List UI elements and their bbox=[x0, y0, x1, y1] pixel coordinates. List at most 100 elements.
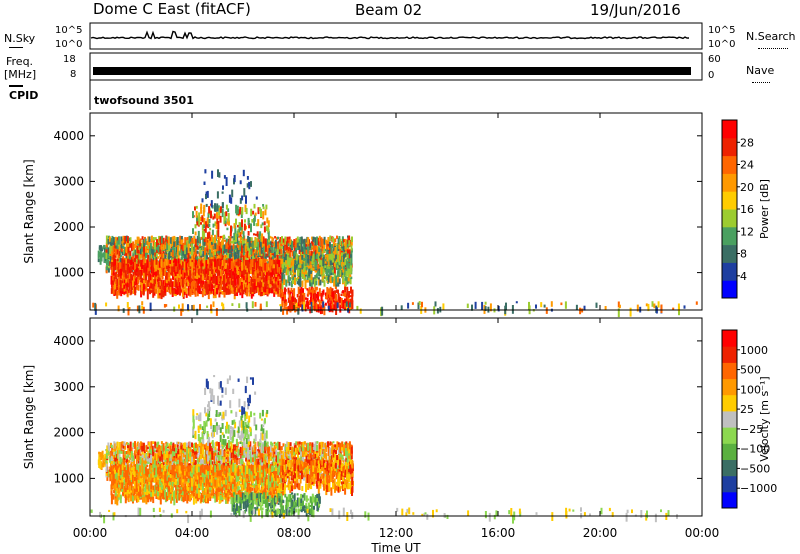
power-cell bbox=[121, 261, 124, 269]
power-cell bbox=[114, 241, 117, 249]
power-cell bbox=[350, 298, 352, 305]
power-cell bbox=[316, 236, 318, 246]
power-cell bbox=[254, 302, 257, 307]
power-cell bbox=[301, 304, 304, 312]
power-cell bbox=[245, 225, 247, 230]
velocity-cell bbox=[125, 462, 127, 467]
power-cell bbox=[175, 244, 178, 253]
velocity-cell bbox=[177, 447, 180, 455]
power-cell bbox=[207, 212, 210, 218]
power-cell bbox=[320, 237, 323, 246]
power-cell bbox=[113, 252, 115, 261]
power-cell bbox=[305, 279, 308, 283]
velocity-cell bbox=[246, 450, 249, 460]
power-cell bbox=[200, 259, 203, 264]
power-cell bbox=[300, 236, 303, 245]
power-cell bbox=[229, 231, 232, 237]
power-cell bbox=[199, 251, 202, 256]
power-cell bbox=[550, 301, 553, 307]
power-cell bbox=[322, 301, 325, 308]
velocity-cell bbox=[235, 456, 238, 465]
power-cell bbox=[237, 286, 240, 293]
power-cell bbox=[231, 189, 234, 198]
velocity-cell bbox=[241, 461, 244, 470]
power-cell bbox=[134, 270, 137, 275]
power-cell bbox=[100, 253, 103, 262]
power-cell bbox=[202, 269, 205, 274]
power-cell bbox=[224, 275, 227, 283]
power-cell bbox=[196, 217, 199, 226]
power-cell bbox=[196, 289, 199, 297]
power-cell bbox=[185, 255, 188, 261]
velocity-cell bbox=[191, 442, 193, 448]
power-cell bbox=[223, 175, 226, 179]
power-cell bbox=[167, 269, 169, 272]
power-cell bbox=[144, 260, 147, 263]
power-cell bbox=[331, 288, 334, 292]
power-cell bbox=[189, 258, 192, 267]
velocity-cell bbox=[225, 456, 228, 462]
power-cell bbox=[310, 264, 313, 269]
power-cell bbox=[198, 274, 201, 278]
power-cell bbox=[205, 281, 208, 285]
nsky-underline bbox=[9, 47, 23, 48]
velocity-cell bbox=[170, 441, 173, 446]
power-cell bbox=[242, 251, 245, 256]
power-cell bbox=[180, 288, 183, 292]
power-cell bbox=[346, 288, 349, 297]
power-cell bbox=[110, 275, 113, 285]
power-cell bbox=[269, 269, 272, 276]
power-cell bbox=[263, 242, 265, 247]
power-cell bbox=[101, 247, 104, 252]
velocity-cell bbox=[239, 446, 242, 454]
velocity-cell bbox=[176, 460, 178, 466]
power-cell bbox=[290, 270, 293, 275]
power-cell bbox=[182, 247, 185, 256]
power-cell bbox=[326, 287, 329, 295]
power-cell bbox=[275, 237, 278, 240]
power-cell bbox=[136, 280, 139, 290]
power-cell bbox=[289, 248, 292, 258]
power-cell bbox=[307, 289, 310, 296]
power-cell bbox=[292, 279, 294, 284]
power-cell bbox=[99, 247, 102, 256]
velocity-cell bbox=[241, 445, 244, 452]
power-cell bbox=[160, 279, 163, 286]
velocity-cell bbox=[257, 458, 260, 467]
power-cell bbox=[146, 259, 149, 268]
power-cell bbox=[203, 230, 206, 239]
power-cell bbox=[341, 255, 344, 262]
power-cell bbox=[292, 265, 295, 270]
power-cell bbox=[208, 219, 211, 223]
power-cell bbox=[183, 272, 186, 279]
nave-dotted bbox=[752, 82, 770, 83]
power-cell bbox=[159, 246, 162, 255]
power-cell bbox=[247, 273, 250, 282]
power-cell bbox=[245, 279, 248, 288]
power-cell bbox=[483, 305, 486, 314]
power-cell bbox=[173, 288, 176, 294]
power-cell bbox=[197, 287, 199, 293]
power-cell bbox=[177, 247, 180, 256]
velocity-cell bbox=[179, 442, 182, 446]
power-cell bbox=[291, 257, 294, 265]
power-cell bbox=[149, 288, 152, 295]
velocity-cell bbox=[150, 446, 152, 450]
power-cell bbox=[333, 274, 336, 284]
power-cell bbox=[301, 264, 304, 270]
power-cell bbox=[276, 285, 279, 294]
power-cell bbox=[241, 207, 244, 215]
power-cell bbox=[244, 219, 246, 223]
power-cell bbox=[223, 275, 225, 284]
power-cell bbox=[333, 267, 336, 276]
power-cell bbox=[141, 236, 144, 240]
power-cell bbox=[237, 278, 240, 285]
power-cell bbox=[288, 246, 291, 252]
power-cell bbox=[336, 302, 339, 309]
power-cell bbox=[309, 242, 312, 249]
power-cell bbox=[245, 195, 247, 204]
power-cell bbox=[239, 236, 242, 244]
power-cell bbox=[186, 237, 189, 241]
power-cell bbox=[124, 235, 127, 244]
power-cell bbox=[421, 301, 423, 308]
